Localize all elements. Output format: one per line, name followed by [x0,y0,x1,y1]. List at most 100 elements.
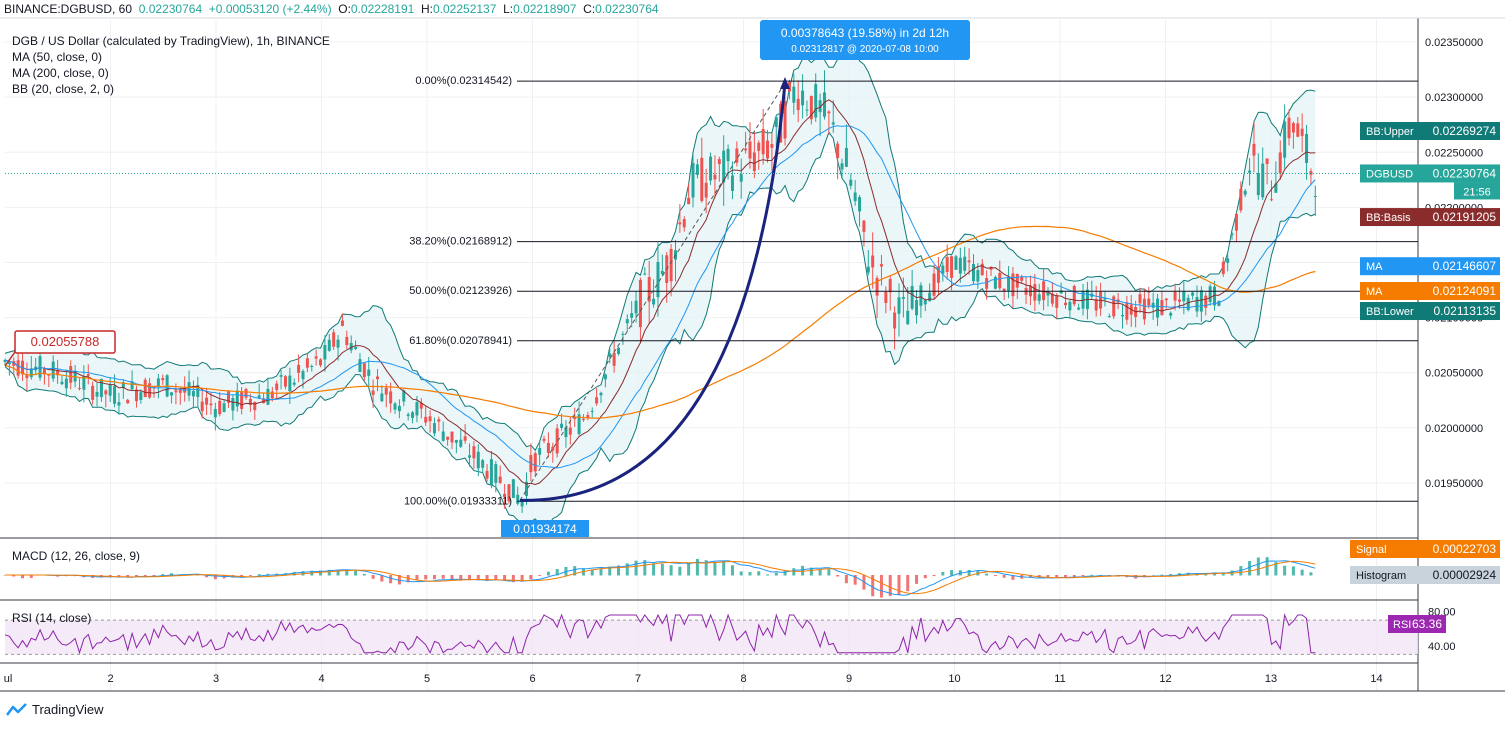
macd-histogram-bar [906,575,910,592]
countdown-tag [1454,182,1500,200]
candle-body [1068,301,1072,311]
candle-body [450,431,454,443]
candle-body [761,129,765,155]
candle-body [178,390,182,393]
price-tick: 0.01950000 [1425,478,1483,490]
macd-histogram-bar [1204,573,1208,576]
candle-body [963,256,967,271]
macd-histogram-bar [792,568,796,576]
candle-body [709,156,713,181]
candle-body [1169,312,1173,316]
indicator-legend: DGB / US Dollar (calculated by TradingVi… [12,33,330,97]
time-tick: 10 [948,673,960,685]
rsi-tag-name: RSI [1393,619,1411,631]
candle-body [283,376,287,387]
candle-body [695,164,699,175]
candle-body [748,141,752,159]
macd-histogram-bar [248,575,252,576]
arrow-head-icon [780,77,790,90]
macd-histogram-bar [389,575,393,584]
candle-body [897,297,901,314]
low-tag [501,520,589,537]
candle-body [766,140,770,159]
candle-body [174,390,178,393]
legend-title[interactable]: DGB / US Dollar (calculated by TradingVi… [12,34,330,48]
macd-histogram-bar [371,575,375,579]
candle-body [297,364,301,373]
candle-body [323,345,327,360]
candle-body [814,84,818,118]
candle-body [485,470,489,479]
candle-body [1151,302,1155,308]
price-tag-name: MA [1366,286,1383,298]
candle-body [919,285,923,306]
candle-body [108,384,112,396]
candle-body [191,390,195,397]
candle-body [822,92,826,117]
tradingview-logo[interactable]: TradingView [6,702,104,717]
rsi-tag [1388,615,1446,633]
candle-body [586,415,590,418]
macd-histogram-bar [1072,575,1076,578]
macd-histogram-bar [888,575,892,597]
candle-body [262,398,266,404]
bb-fill [5,49,1316,530]
macd-histogram-bar [748,572,752,576]
candle-body [730,175,734,191]
candle-body [516,494,520,504]
tradingview-name: TradingView [32,702,104,717]
candle-body [884,291,888,303]
candle-body [1020,276,1024,281]
low-label: L: [503,2,514,16]
candle-body [533,453,537,472]
candle-body [1120,314,1124,317]
candle-body [292,382,296,385]
candle-body [967,260,971,263]
candle-body [1138,294,1142,304]
candle-body [595,397,599,404]
price-tag [1360,122,1500,141]
measure-text: 0.00378643 (19.58%) in 2d 12h [781,26,949,40]
candle-body [551,446,555,451]
candle-body [64,378,68,389]
measure-sub: 0.02312817 @ 2020-07-08 10:00 [791,44,939,55]
candle-body [468,455,472,458]
legend-ma50[interactable]: MA (50, close, 0) [12,50,103,64]
macd-histogram-bar [1011,575,1015,580]
candle-body [792,86,796,103]
price-tag-name: BB:Basis [1366,212,1411,224]
candle-body [656,262,660,298]
candle-body [402,390,406,402]
candle-body [34,366,38,371]
fib-label: 100.00%(0.01933311) [404,495,512,507]
macd-histogram-bar [801,565,805,576]
price-tag-value: 0.02230764 [1433,166,1497,180]
macd-histogram-bar [213,575,217,580]
candle-body [739,174,743,182]
price-tick: 0.02000000 [1425,423,1483,435]
candle-body [1186,297,1190,311]
candle-body [1037,294,1041,301]
macd-histogram-bar [879,575,883,598]
candle-body [507,484,511,502]
candle-body [524,481,528,496]
price-tag [1360,208,1500,227]
candle-body [1221,261,1225,275]
macd-histogram-bar [1248,561,1252,576]
macd-histogram-bar [538,575,542,576]
legend-ma200[interactable]: MA (200, close, 0) [12,66,109,80]
candle-body [1287,117,1291,139]
rsi-line [4,613,1316,655]
candle-body [148,383,152,398]
candle-body [1278,152,1282,174]
candle-body [454,440,458,443]
candle-body [603,374,607,380]
price-tag-name: DGBUSD [1366,168,1413,180]
macd-histogram-bar [871,575,875,597]
macd-histogram-bar [432,575,436,580]
macd-histogram-bar [29,575,33,578]
candle-body [209,403,213,406]
legend-bb[interactable]: BB (20, close, 2, 0) [12,82,115,96]
